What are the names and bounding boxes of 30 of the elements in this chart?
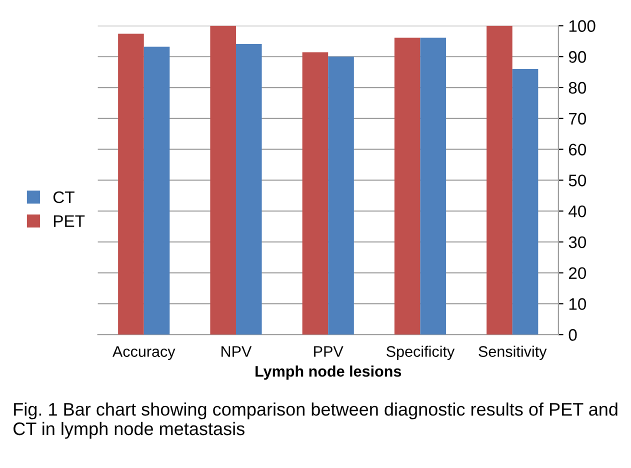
- bar: [118, 34, 144, 335]
- y-tick-label: 10: [569, 298, 586, 310]
- y-tick-label: 100: [569, 20, 596, 32]
- bar: [302, 52, 328, 335]
- y-tick-label: 60: [569, 144, 586, 156]
- bar: [420, 38, 446, 335]
- x-tick-label: Specificity: [386, 346, 455, 360]
- x-tick-label: PPV: [314, 346, 344, 357]
- x-tick-label: Accuracy: [112, 346, 176, 360]
- bar: [144, 46, 170, 335]
- bar: [210, 26, 236, 335]
- y-tick-label: 90: [568, 51, 586, 63]
- bar: [512, 68, 538, 335]
- bar: [486, 26, 512, 335]
- bar: [328, 56, 354, 335]
- x-tick-label: NPV: [222, 346, 252, 357]
- bar: [236, 44, 262, 335]
- y-tick-label: 70: [569, 112, 586, 125]
- y-tick-label: 40: [568, 205, 586, 218]
- legend-label: PET: [54, 215, 85, 227]
- y-tick-label: 30: [568, 236, 586, 248]
- caption: Fig. 1 Bar chart showing comparison between diagnostic results of PET and CT in lymph node metastasis: [14, 402, 618, 439]
- x-tick-label: Sensitivity: [478, 346, 547, 360]
- y-tick-label: 20: [568, 267, 586, 280]
- y-tick-label: 80: [568, 82, 586, 94]
- x-axis-title: Lymph node lesions: [256, 366, 402, 380]
- legend-label: CT: [53, 191, 74, 204]
- y-tick-label: 50: [568, 174, 586, 186]
- y-tick-label: 0: [568, 329, 577, 341]
- bar: [394, 38, 420, 335]
